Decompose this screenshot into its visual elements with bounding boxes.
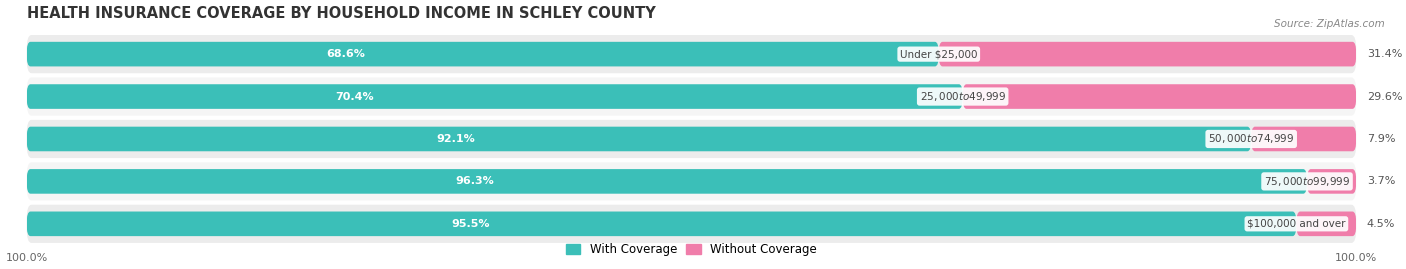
Text: 7.9%: 7.9% <box>1367 134 1395 144</box>
Text: $50,000 to $74,999: $50,000 to $74,999 <box>1208 132 1295 146</box>
Text: 96.3%: 96.3% <box>456 176 494 186</box>
FancyBboxPatch shape <box>27 211 1296 236</box>
Legend: With Coverage, Without Coverage: With Coverage, Without Coverage <box>561 239 821 261</box>
Text: 29.6%: 29.6% <box>1367 91 1402 101</box>
FancyBboxPatch shape <box>1296 211 1357 236</box>
FancyBboxPatch shape <box>27 120 1357 158</box>
Text: 4.5%: 4.5% <box>1367 219 1395 229</box>
Text: 92.1%: 92.1% <box>436 134 475 144</box>
FancyBboxPatch shape <box>27 77 1357 116</box>
FancyBboxPatch shape <box>963 84 1357 109</box>
Text: 31.4%: 31.4% <box>1367 49 1402 59</box>
Text: 95.5%: 95.5% <box>451 219 491 229</box>
FancyBboxPatch shape <box>1308 169 1357 194</box>
FancyBboxPatch shape <box>27 84 963 109</box>
Text: 3.7%: 3.7% <box>1367 176 1395 186</box>
Text: Source: ZipAtlas.com: Source: ZipAtlas.com <box>1274 19 1385 29</box>
FancyBboxPatch shape <box>27 169 1308 194</box>
Text: Under $25,000: Under $25,000 <box>900 49 977 59</box>
FancyBboxPatch shape <box>939 42 1357 66</box>
FancyBboxPatch shape <box>27 127 1251 151</box>
Text: 68.6%: 68.6% <box>326 49 366 59</box>
Text: HEALTH INSURANCE COVERAGE BY HOUSEHOLD INCOME IN SCHLEY COUNTY: HEALTH INSURANCE COVERAGE BY HOUSEHOLD I… <box>27 6 655 20</box>
FancyBboxPatch shape <box>27 162 1357 200</box>
FancyBboxPatch shape <box>27 35 1357 73</box>
Text: 70.4%: 70.4% <box>335 91 374 101</box>
Text: $25,000 to $49,999: $25,000 to $49,999 <box>920 90 1005 103</box>
Text: $75,000 to $99,999: $75,000 to $99,999 <box>1264 175 1350 188</box>
FancyBboxPatch shape <box>27 42 939 66</box>
Text: $100,000 and over: $100,000 and over <box>1247 219 1346 229</box>
FancyBboxPatch shape <box>27 205 1357 243</box>
FancyBboxPatch shape <box>1251 127 1357 151</box>
